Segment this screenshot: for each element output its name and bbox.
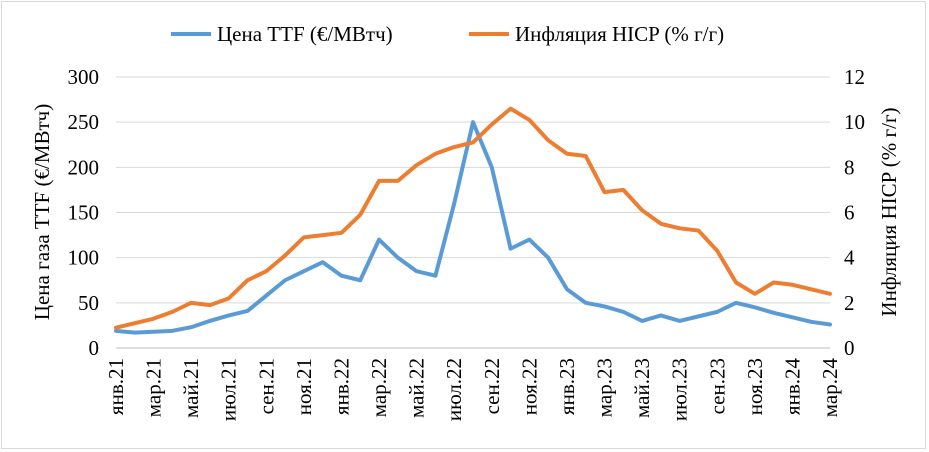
axes: 0 50 100 150 200 250 300 0 2 4 6 8 10 12 янв.21 мар.21 м…	[68, 65, 866, 421]
y-left-tick-label: 300	[68, 65, 100, 89]
y-right-tick-label: 2	[844, 291, 855, 315]
y-right-tick-label: 12	[844, 65, 865, 89]
series-lines	[114, 106, 832, 335]
y-left-tick-label: 0	[89, 336, 100, 360]
y-right-tick-label: 8	[844, 155, 855, 179]
x-tick-label: мар.22	[367, 358, 391, 417]
x-tick-label: янв.21	[104, 358, 128, 415]
x-tick-label: ноя.21	[292, 358, 316, 415]
series-line-hicp-inflation	[114, 106, 832, 330]
series-line-ttf-price	[114, 120, 832, 335]
y-right-tick-label: 10	[844, 110, 865, 134]
x-tick-label: сен.22	[480, 358, 504, 414]
x-tick-label: мар.23	[593, 358, 617, 417]
x-tick-label: ноя.23	[743, 358, 767, 415]
x-tick-label: мар.21	[142, 358, 166, 417]
y-right-tick-label: 6	[844, 201, 855, 225]
x-tick-label: май.21	[179, 358, 203, 418]
legend: Цена TTF (€/МВтч) Инфляция HICP (% г/г)	[171, 22, 724, 46]
x-tick-label: сен.23	[705, 358, 729, 414]
y-left-tick-label: 200	[68, 155, 100, 179]
gridlines	[116, 76, 830, 304]
y-axis-left-title: Цена газа TTF (€/МВтч)	[30, 104, 54, 320]
x-tick-label: янв.22	[329, 358, 353, 415]
x-tick-label: июл.21	[217, 358, 241, 421]
x-tick-label: май.22	[405, 358, 429, 418]
x-tick-label: янв.24	[780, 358, 804, 416]
x-tick-label: ноя.22	[517, 358, 541, 415]
y-left-tick-label: 100	[68, 246, 100, 270]
legend-label: Цена TTF (€/МВтч)	[217, 22, 393, 46]
legend-label: Инфляция HICP (% г/г)	[515, 22, 724, 46]
x-tick-label: сен.21	[254, 358, 278, 414]
y-axis-right-title: Инфляция HICP (% г/г)	[877, 107, 901, 316]
x-tick-label: мар.24	[818, 358, 842, 418]
y-left-tick-label: 250	[68, 110, 100, 134]
x-tick-label: янв.23	[555, 358, 579, 415]
x-tick-label: июл.22	[442, 358, 466, 421]
y-right-tick-label: 0	[844, 336, 855, 360]
y-right-tick-label: 4	[844, 246, 855, 270]
x-tick-label: июл.23	[668, 358, 692, 421]
x-tick-label: май.23	[630, 358, 654, 418]
y-left-tick-label: 50	[78, 291, 99, 315]
y-left-tick-label: 150	[68, 201, 100, 225]
